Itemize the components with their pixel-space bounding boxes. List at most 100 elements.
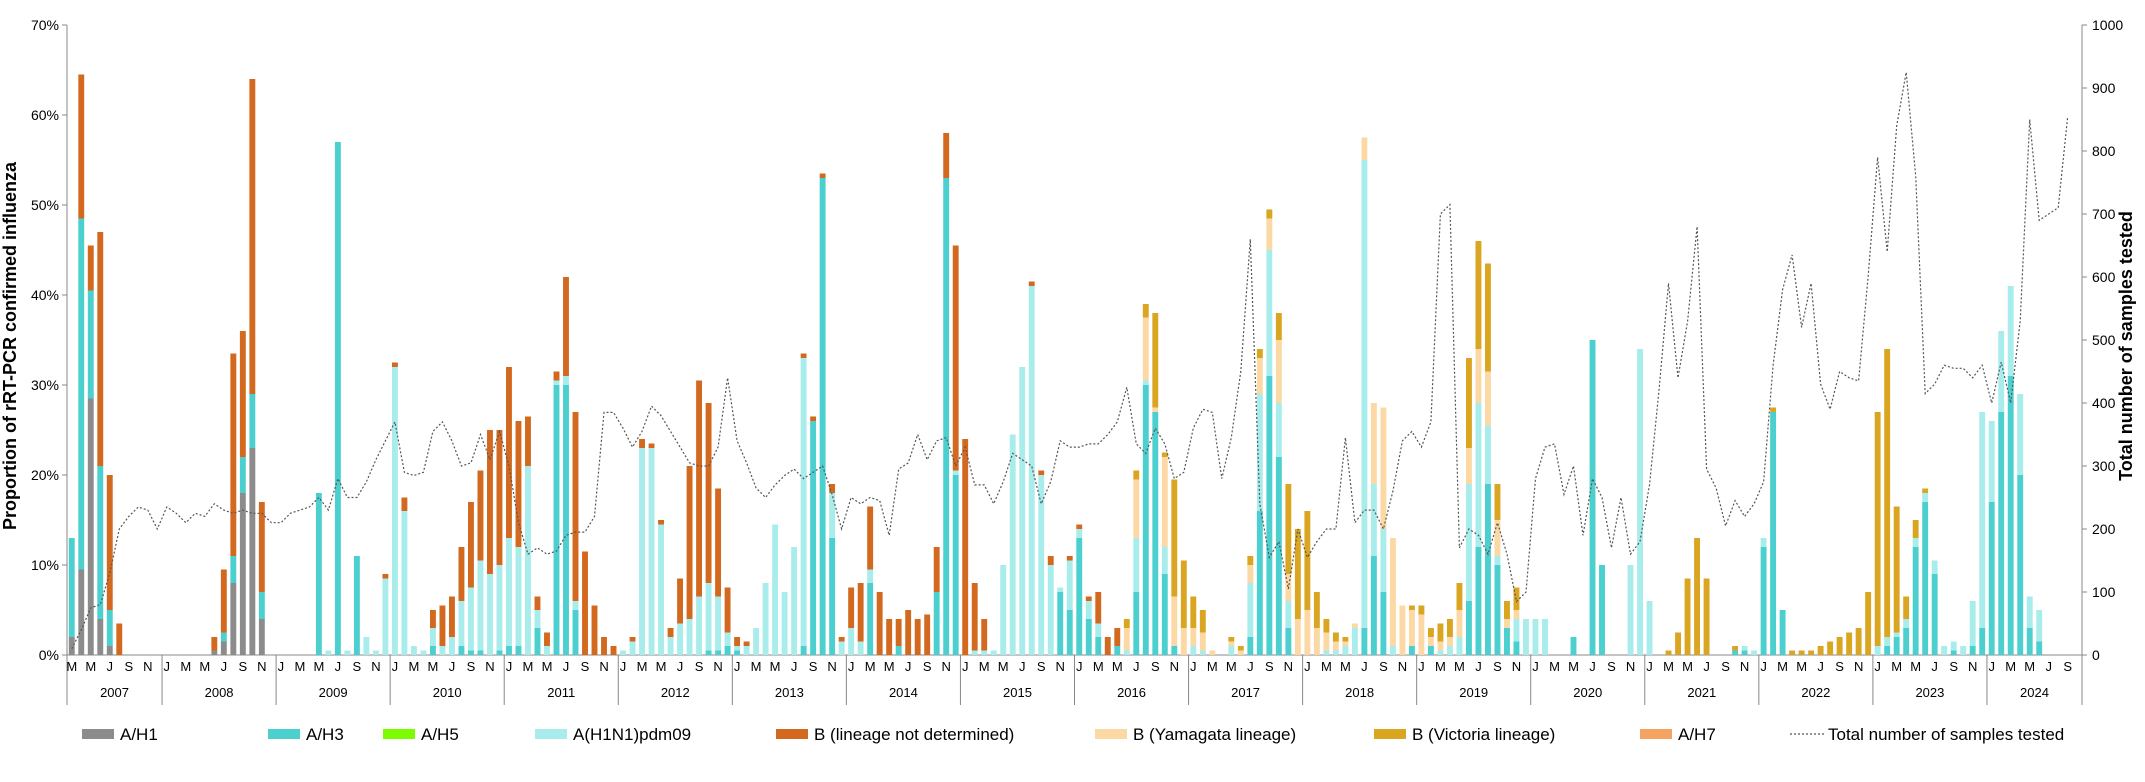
bar-segment-b-lineage-not-determined- <box>239 331 246 457</box>
bar-segment-a-h3 <box>1133 592 1140 655</box>
bar-segment-a-h1n1-pdm09 <box>667 637 674 655</box>
bar-segment-b-victoria-lineage- <box>1789 650 1796 655</box>
bar-segment-b-yamagata-lineage- <box>1161 457 1168 547</box>
month-label: N <box>1626 659 1635 674</box>
bar-segment-a-h1n1-pdm09 <box>1228 646 1235 655</box>
month-label: J <box>506 659 513 674</box>
month-label: J <box>278 659 285 674</box>
y-axis-left-title: Proportion of rRT-PCR confirmed influenz… <box>0 161 20 530</box>
bar-segment-a-h1n1-pdm09 <box>1370 484 1377 556</box>
bar-segment-b-victoria-lineage- <box>1228 637 1235 642</box>
bar-segment-a-h1n1-pdm09 <box>1000 565 1007 655</box>
bar-segment-b-victoria-lineage- <box>1171 479 1178 597</box>
bar-segment-a-h3 <box>1979 628 1986 655</box>
bar-segment-b-victoria-lineage- <box>1675 632 1681 655</box>
month-label: S <box>467 659 476 674</box>
bar-segment-a-h1n1-pdm09 <box>705 583 712 651</box>
bar-segment-b-lineage-not-determined- <box>658 520 664 525</box>
bar-segment-a-h1n1-pdm09 <box>753 628 760 655</box>
bar-segment-b-lineage-not-determined- <box>230 353 237 556</box>
bar-segment-a-h3 <box>1266 376 1273 655</box>
bar-segment-b-victoria-lineage- <box>1665 650 1672 655</box>
bar-segment-a-h1n1-pdm09 <box>1361 160 1368 628</box>
bar-segment-b-victoria-lineage- <box>1342 637 1349 642</box>
bar-segment-a-h1n1-pdm09 <box>1979 412 1986 628</box>
bar-segment-b-lineage-not-determined- <box>249 79 256 394</box>
legend-swatch <box>1640 729 1672 739</box>
bar-segment-a-h3 <box>1513 641 1520 655</box>
bar-segment-a-h3 <box>1912 547 1919 655</box>
bar-segment-b-lineage-not-determined- <box>971 583 978 651</box>
bar-segment-b-lineage-not-determined- <box>933 547 940 592</box>
bar-segment-b-yamagata-lineage- <box>1342 641 1349 646</box>
bar-segment-b-victoria-lineage- <box>1504 601 1510 619</box>
bar-segment-b-victoria-lineage- <box>1446 619 1453 637</box>
bar-segment-a-h1n1-pdm09 <box>990 650 997 655</box>
bar-segment-b-yamagata-lineage- <box>1133 479 1140 538</box>
bar-segment-a-h1n1-pdm09 <box>1323 650 1330 655</box>
bar-segment-a-h1n1-pdm09 <box>1960 646 1967 655</box>
month-label: S <box>1379 659 1388 674</box>
bar-segment-a-h3 <box>1114 646 1121 655</box>
bar-segment-b-lineage-not-determined- <box>1066 556 1073 561</box>
bar-segment-a-h1n1-pdm09 <box>1751 650 1758 655</box>
bar-segment-a-h3 <box>1969 646 1976 655</box>
bar-segment-a-h1n1-pdm09 <box>743 646 750 655</box>
bar-segment-a-h1n1-pdm09 <box>1285 601 1292 628</box>
bar-segment-a-h1n1-pdm09 <box>981 650 988 655</box>
bar-segment-b-lineage-not-determined- <box>97 232 104 466</box>
bar-segment-a-h1 <box>211 650 218 655</box>
month-label: M <box>1207 659 1218 674</box>
bar-segment-a-h1n1-pdm09 <box>458 601 465 646</box>
bar-segment-b-victoria-lineage- <box>1465 358 1472 448</box>
bar-segment-a-h3 <box>353 556 360 655</box>
bar-segment-b-lineage-not-determined- <box>106 475 113 610</box>
bar-segment-a-h3 <box>952 475 959 655</box>
bar-segment-b-victoria-lineage- <box>1694 538 1701 655</box>
bar-segment-b-victoria-lineage- <box>1827 641 1834 655</box>
bar-segment-a-h3 <box>496 650 503 655</box>
bar-segment-a-h1n1-pdm09 <box>487 574 493 655</box>
bar-segment-b-lineage-not-determined- <box>429 610 436 628</box>
bar-segment-b-victoria-lineage- <box>1893 506 1900 633</box>
bar-segment-b-victoria-lineage- <box>1323 619 1330 633</box>
year-label: 2018 <box>1345 685 1374 700</box>
bar-segment-a-h3 <box>468 650 474 655</box>
bar-segment-b-victoria-lineage- <box>1770 407 1777 412</box>
month-label: S <box>124 659 133 674</box>
bar-segment-a-h3 <box>1256 511 1263 655</box>
bar-segment-a-h1n1-pdm09 <box>1513 619 1520 642</box>
bar-segment-b-victoria-lineage- <box>1485 263 1491 372</box>
year-label: 2012 <box>661 685 690 700</box>
bar-segment-b-yamagata-lineage- <box>1323 632 1330 651</box>
bar-segment-a-h1n1-pdm09 <box>1142 380 1149 385</box>
bar-segment-a-h1n1-pdm09 <box>867 569 874 583</box>
bar-segment-a-h1n1-pdm09 <box>734 646 741 651</box>
bar-segment-b-lineage-not-determined- <box>686 466 693 619</box>
month-label: M <box>1340 659 1351 674</box>
bar-segment-a-h3 <box>1922 502 1929 655</box>
bar-segment-b-victoria-lineage- <box>1275 313 1282 340</box>
bar-segment-a-h3 <box>1988 502 1995 655</box>
month-label: N <box>257 659 266 674</box>
bar-segment-a-h3 <box>1589 340 1596 655</box>
bar-segment-b-lineage-not-determined- <box>220 569 227 633</box>
bar-segment-a-h3 <box>1066 610 1073 655</box>
bar-segment-b-yamagata-lineage- <box>1504 619 1510 628</box>
month-label: M <box>1796 659 1807 674</box>
bar-segment-a-h3 <box>800 646 807 655</box>
bar-segment-a-h1n1-pdm09 <box>1332 650 1339 655</box>
bar-segment-a-h3 <box>1285 628 1292 655</box>
month-label: J <box>1589 659 1596 674</box>
bar-segment-b-yamagata-lineage- <box>1171 596 1178 646</box>
month-label: N <box>143 659 152 674</box>
year-label: 2024 <box>2020 685 2049 700</box>
bar-segment-a-h3 <box>2017 475 2024 655</box>
y-right-tick-label: 1000 <box>2092 17 2123 33</box>
bar-segment-a-h3 <box>429 646 436 655</box>
month-label: J <box>1304 659 1311 674</box>
bar-segment-a-h1n1-pdm09 <box>572 601 579 610</box>
bar-segment-b-yamagata-lineage- <box>1475 349 1482 403</box>
bar-segment-b-lineage-not-determined- <box>981 619 988 651</box>
month-label: S <box>1151 659 1160 674</box>
